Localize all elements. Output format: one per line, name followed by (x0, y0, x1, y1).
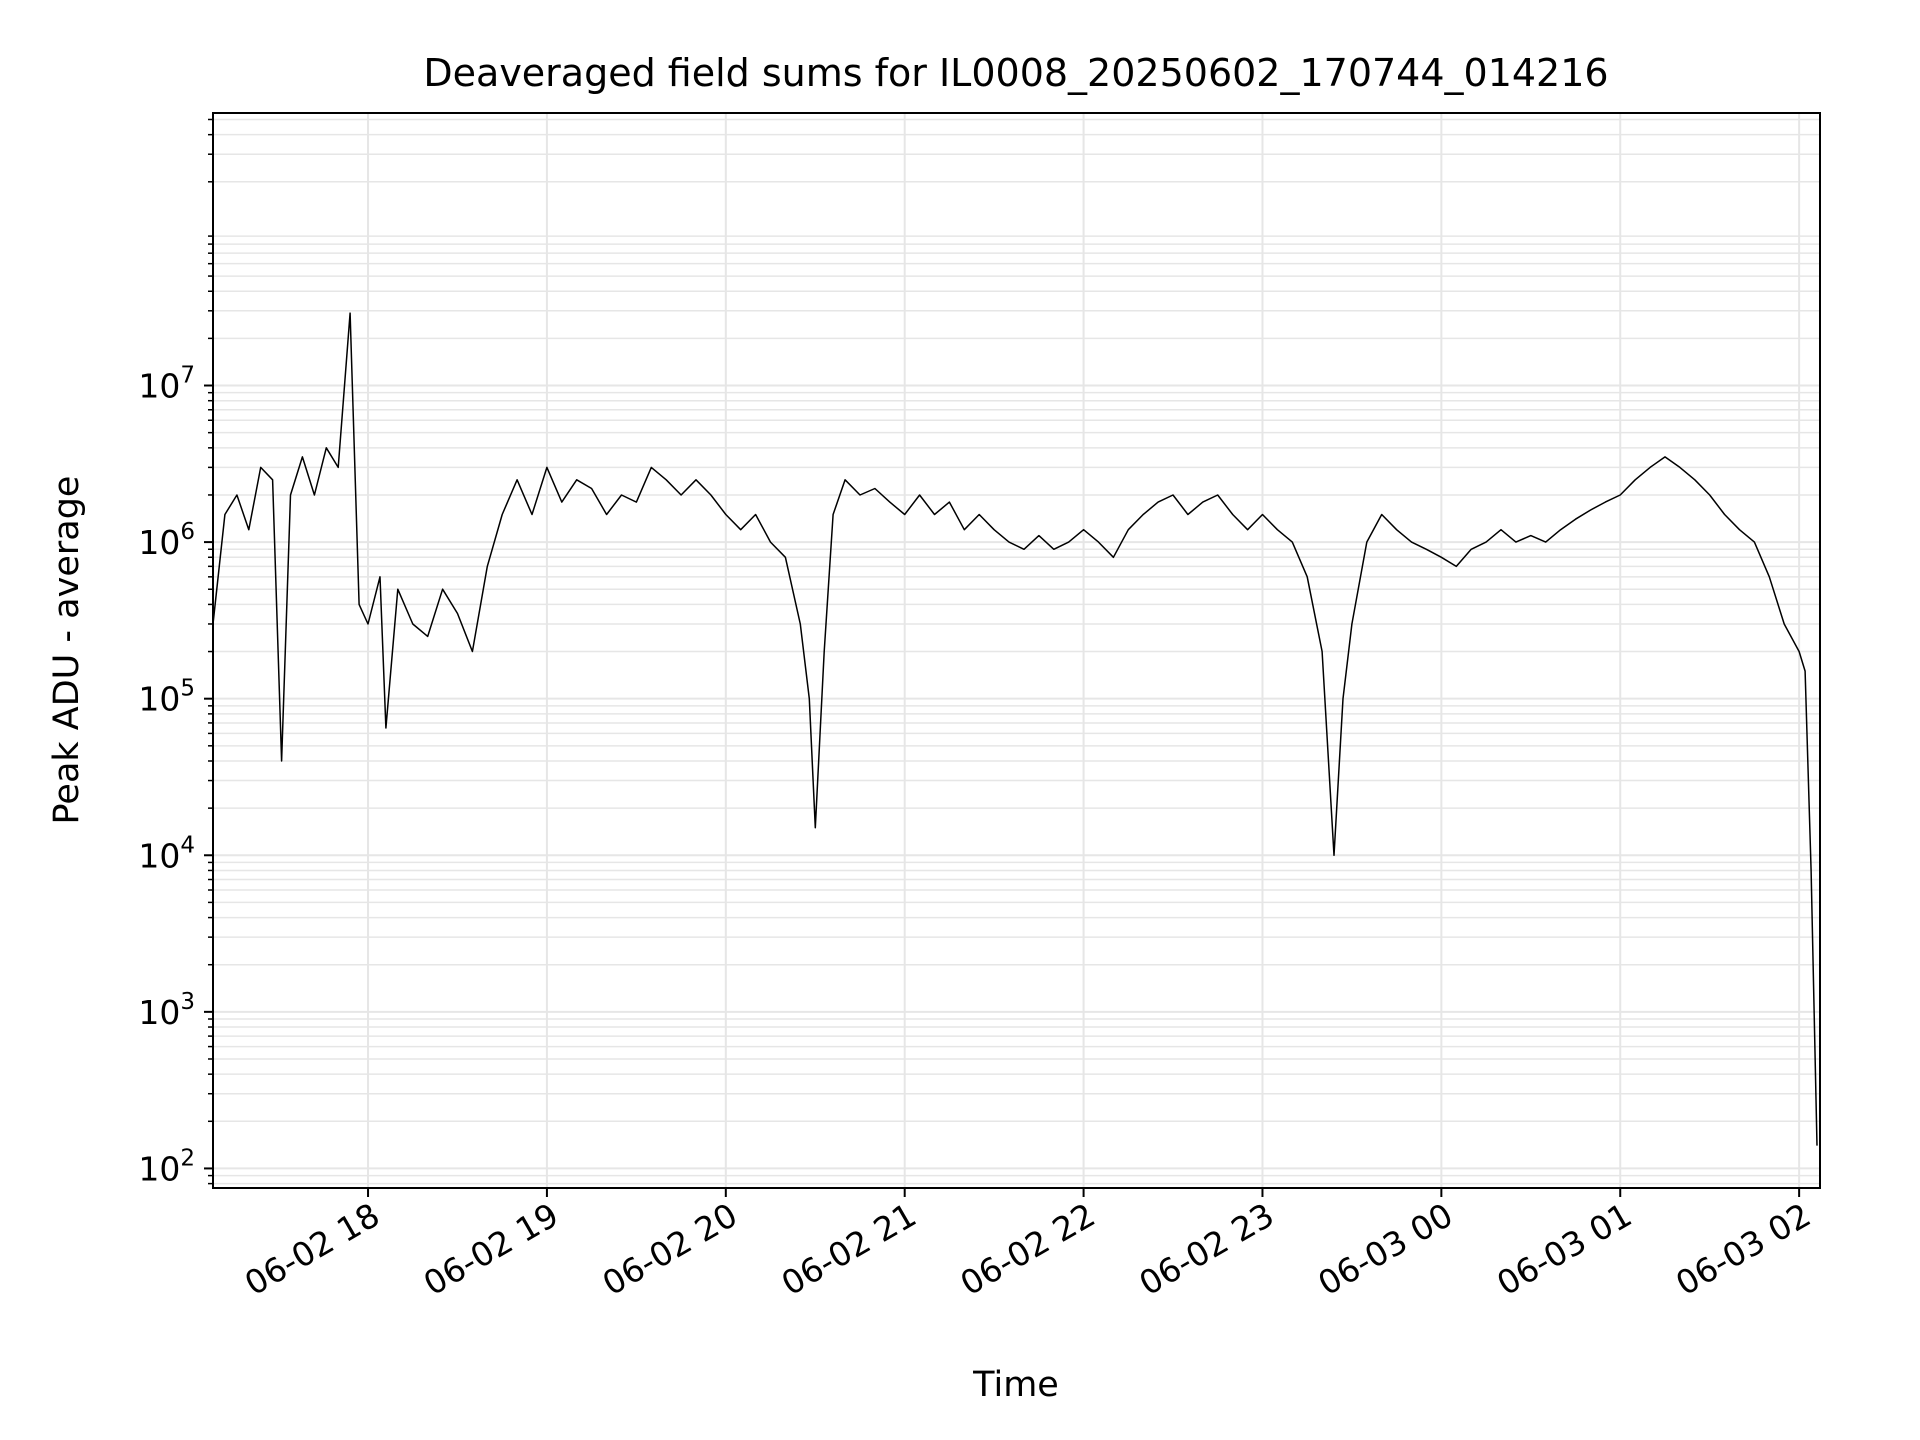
y-tick-label: 107 (138, 363, 195, 406)
y-axis-label: Peak ADU - average (47, 476, 87, 825)
chart-title: Deaveraged field sums for IL0008_2025060… (423, 51, 1608, 95)
x-axis-label: Time (972, 1365, 1059, 1405)
y-tick-label: 105 (138, 676, 195, 719)
y-tick-exponent: 5 (180, 676, 195, 702)
x-tick-label: 06-03 02 (1669, 1195, 1817, 1303)
x-tick-label: 06-02 22 (954, 1195, 1102, 1303)
x-tick-label: 06-02 23 (1132, 1195, 1280, 1303)
y-tick-label: 103 (138, 989, 195, 1032)
y-tick-exponent: 3 (180, 989, 195, 1015)
x-tick-label: 06-03 01 (1490, 1195, 1638, 1303)
y-tick-base: 10 (138, 1149, 180, 1188)
y-tick-label: 102 (138, 1145, 195, 1188)
y-tick-label: 104 (138, 832, 195, 875)
series-line-0 (213, 312, 1818, 1146)
x-tick-label: 06-03 00 (1311, 1195, 1459, 1303)
y-tick-exponent: 6 (180, 519, 195, 545)
y-tick-base: 10 (138, 680, 180, 719)
y-tick-exponent: 4 (180, 832, 195, 858)
axes-frame (212, 112, 1821, 1189)
x-tick-label: 06-02 19 (417, 1195, 565, 1303)
y-tick-exponent: 7 (180, 363, 195, 389)
grid (213, 113, 1820, 1188)
x-axis-ticks: 06-02 18 06-02 19 06-02 20 06-02 21 06-02 22… (238, 1188, 1817, 1303)
x-tick-label: 06-02 20 (596, 1195, 744, 1303)
y-tick-base: 10 (138, 367, 180, 406)
x-tick-label: 06-02 18 (238, 1195, 386, 1303)
y-tick-base: 10 (138, 523, 180, 562)
x-tick-label: 06-02 21 (775, 1195, 923, 1303)
y-tick-label: 106 (138, 519, 195, 562)
y-tick-base: 10 (138, 836, 180, 875)
y-tick-exponent: 2 (180, 1145, 195, 1171)
plot-area (213, 312, 1818, 1146)
y-tick-base: 10 (138, 993, 180, 1032)
